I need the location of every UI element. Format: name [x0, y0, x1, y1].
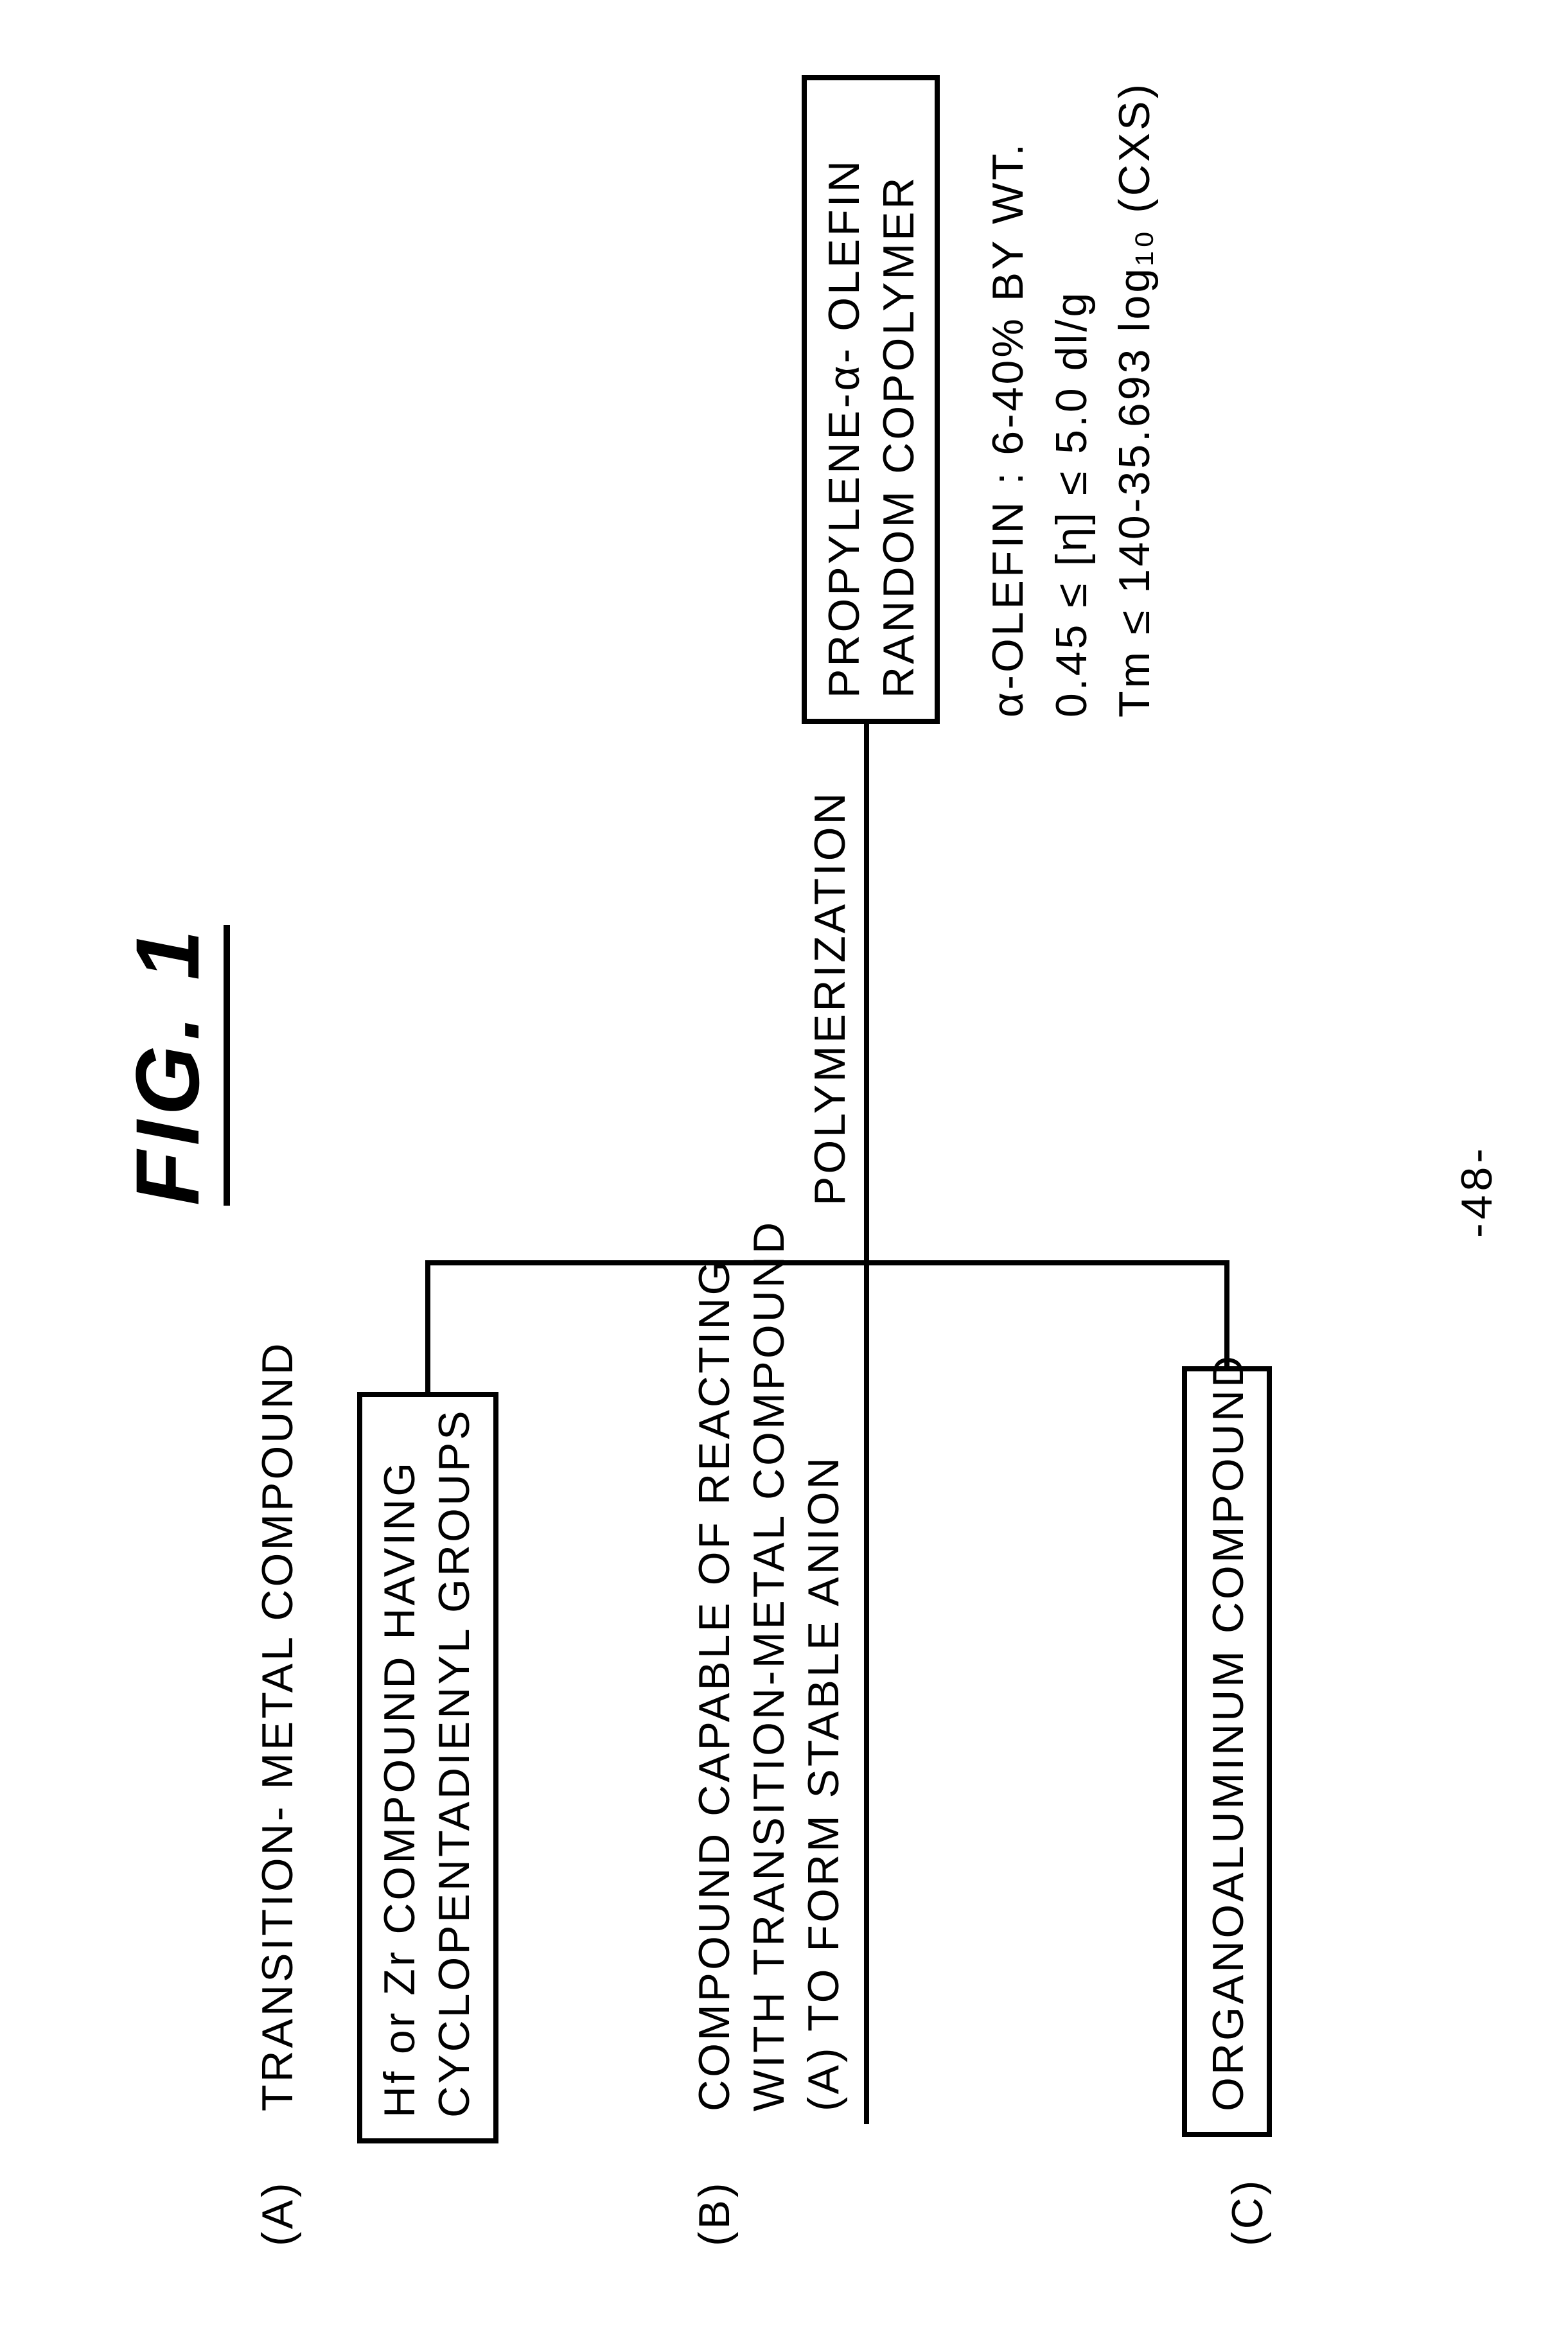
label-c-prefix: (C) [1220, 2178, 1275, 2246]
page-number: -48- [1452, 1145, 1502, 1238]
figure-canvas: FIG. 1 (A) TRANSITION- METAL COMPOUND Hf… [0, 0, 1568, 2349]
box-product-text: PROPYLENE-α- OLEFIN RANDOM COPOLYMER [817, 158, 926, 698]
line-b-underline [864, 1347, 869, 2124]
box-a-text: Hf or Zr COMPOUND HAVING CYCLOPENTADIENY… [373, 1408, 482, 2118]
box-c-text: ORGANOALUMINUM COMPOUND [1201, 1353, 1256, 2111]
page: FIG. 1 (A) TRANSITION- METAL COMPOUND Hf… [0, 0, 1568, 2349]
product-notes: α-OLEFIN : 6-40% BY WT. 0.45 ≤ [η] ≤ 5.0… [976, 82, 1167, 717]
line-bus-vertical [425, 1260, 1229, 1265]
line-c-stub [1224, 1260, 1229, 1366]
line-b-stub [864, 1260, 869, 1347]
label-a-prefix: (A) [251, 2180, 305, 2246]
label-b-text: COMPOUND CAPABLE OF REACTING WITH TRANSI… [687, 1220, 851, 2111]
label-b-prefix: (B) [687, 2180, 742, 2246]
line-main-horizontal [864, 724, 869, 1265]
label-polymerization: POLYMERIZATION [803, 790, 858, 1206]
label-a-text: TRANSITION- METAL COMPOUND [251, 1341, 305, 2111]
figure-title: FIG. 1 [116, 925, 230, 1206]
line-a-stub [425, 1260, 430, 1392]
